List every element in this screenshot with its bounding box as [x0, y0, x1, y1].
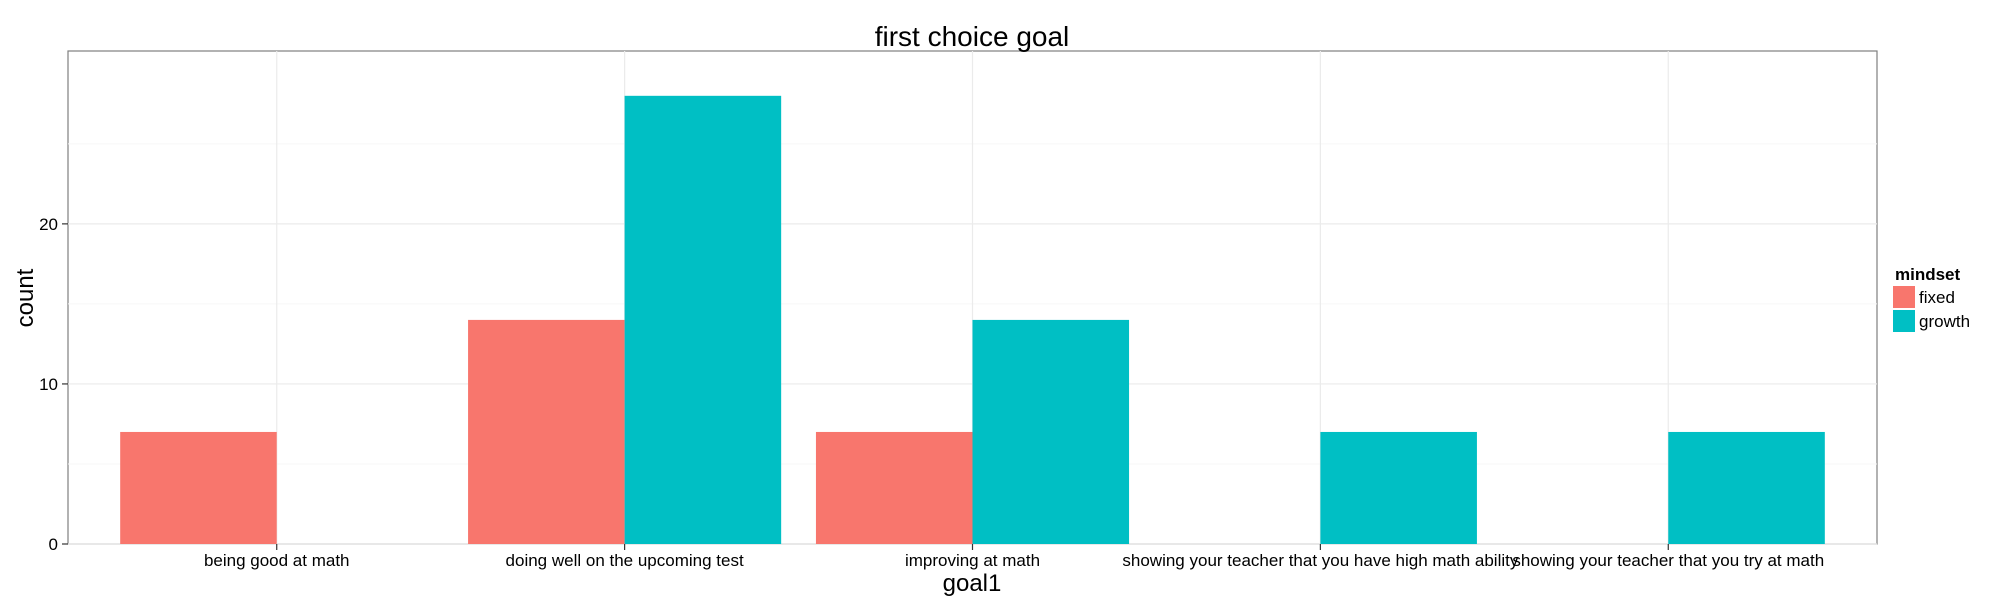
- chart-title: first choice goal: [875, 21, 1070, 52]
- legend-key-growth: [1893, 310, 1915, 332]
- legend-key-fixed: [1893, 286, 1915, 308]
- bar-growth: [1668, 431, 1825, 544]
- y-tick-label: 0: [49, 535, 58, 554]
- x-tick-label: showing your teacher that you try at mat…: [1512, 551, 1824, 570]
- y-tick-label: 10: [39, 375, 58, 394]
- x-tick-label: doing well on the upcoming test: [506, 551, 744, 570]
- bar-fixed: [468, 319, 625, 544]
- x-tick-label: showing your teacher that you have high …: [1122, 551, 1518, 570]
- bars: [120, 95, 1825, 545]
- legend: mindset fixed growth: [1893, 265, 1970, 332]
- legend-label-fixed: fixed: [1919, 288, 1955, 307]
- y-axis-title: count: [12, 268, 39, 327]
- legend-label-growth: growth: [1919, 312, 1970, 331]
- x-axis-title: goal1: [943, 570, 1002, 597]
- x-tick-label: improving at math: [905, 551, 1040, 570]
- x-tick-label: being good at math: [204, 551, 350, 570]
- y-tick-label: 20: [39, 215, 58, 234]
- bar-fixed: [815, 431, 973, 544]
- bar-growth: [1320, 431, 1477, 544]
- legend-title: mindset: [1895, 265, 1961, 284]
- bar-fixed: [120, 431, 277, 544]
- bar-growth: [624, 95, 782, 545]
- axes: 0 10 20 being good at math doing well on the…: [39, 215, 1824, 570]
- bar-growth: [972, 319, 1130, 544]
